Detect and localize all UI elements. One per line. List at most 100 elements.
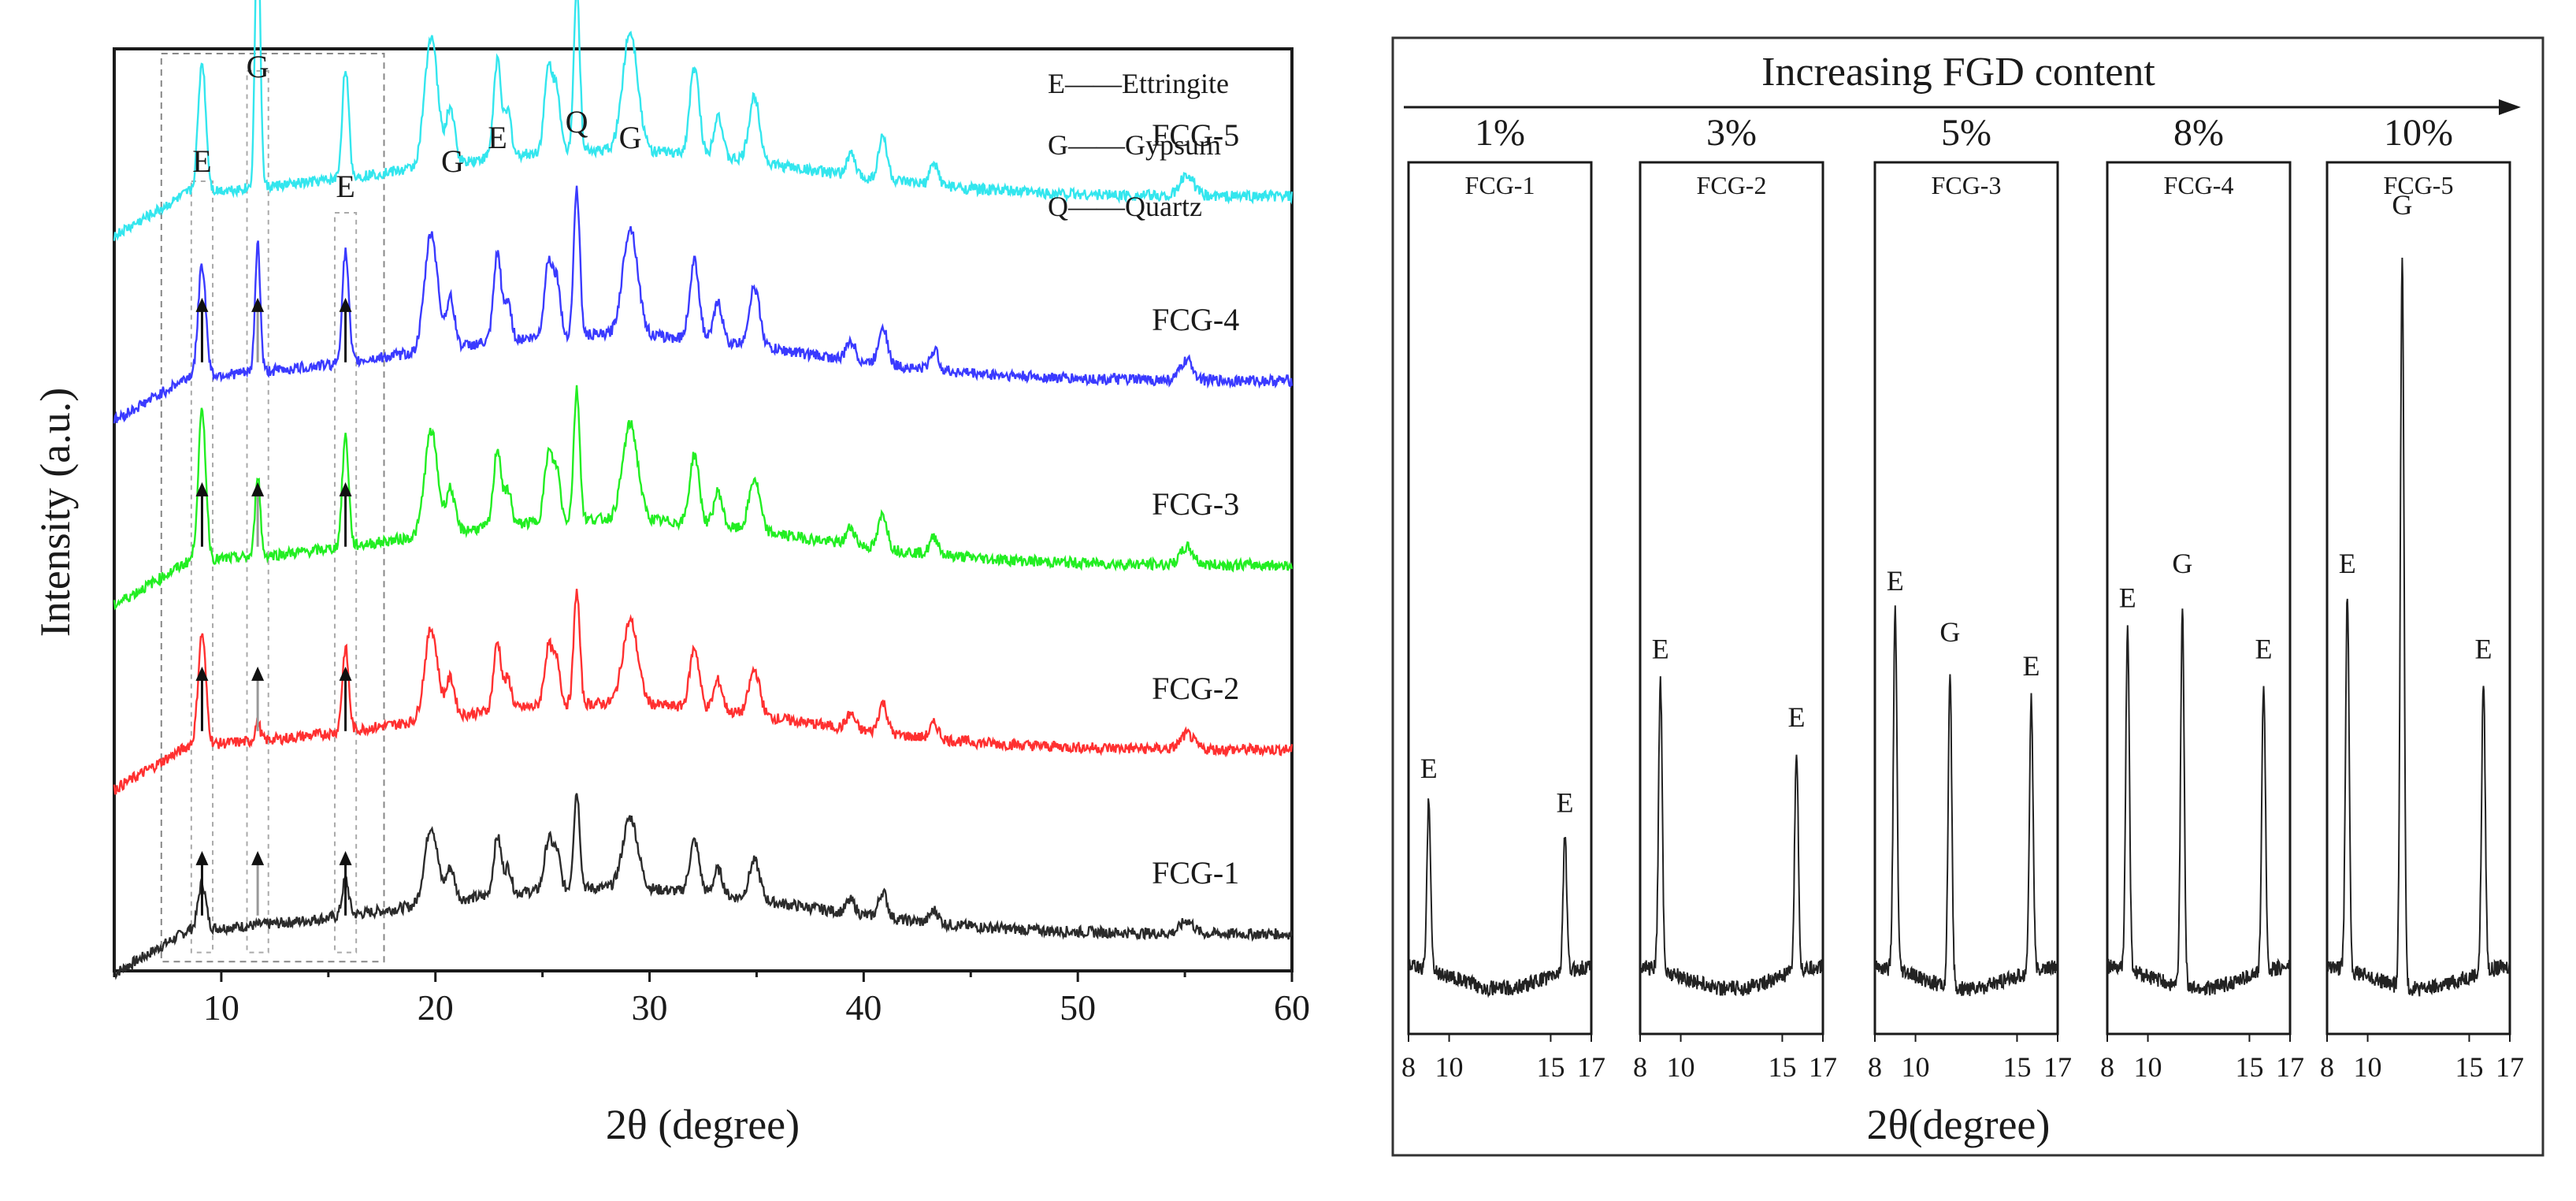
series-label-fcg-3: FCG-3	[1152, 486, 1239, 522]
panel-frame	[1407, 161, 1593, 1036]
series-label-fcg-5: FCG-5	[1152, 117, 1239, 153]
panel-fcg-1: 1% FCG-1 E E 8 10 15 17	[1401, 112, 1605, 1083]
panel-fcg-5: 10% FCG-5 E G E 8 10 15 17	[2320, 112, 2524, 1083]
panel-x-tick-label: 10	[1667, 1051, 1695, 1083]
panel-line	[2106, 608, 2291, 996]
arrow-head	[251, 482, 265, 496]
peak-label: E	[488, 120, 507, 155]
legend-entry: G——Gypsum	[1048, 129, 1221, 161]
panel-percent: 8%	[2173, 112, 2224, 154]
panel-x-tick-label: 15	[2455, 1051, 2483, 1083]
x-tick-label: 10	[203, 987, 239, 1028]
panel-line	[1874, 605, 2058, 996]
panel-x-tick-label: 8	[2100, 1051, 2114, 1083]
panel-x-tick-label: 17	[2276, 1051, 2304, 1083]
panel-peak-label: E	[2022, 650, 2040, 682]
series-group	[113, 0, 1294, 980]
arrow-head	[195, 666, 209, 681]
panel-frame	[2325, 161, 2511, 1036]
arrow-head	[339, 297, 352, 312]
panel-sample: FCG-2	[1697, 171, 1767, 199]
right-outer-frame	[1391, 36, 2544, 1157]
series-line-fcg-1	[113, 793, 1294, 980]
panel-line	[1408, 798, 1592, 998]
right-x-axis-label: 2θ(degree)	[1867, 1101, 2051, 1148]
panel-x-tick-label: 8	[1401, 1051, 1416, 1083]
panel-x-tick-label: 10	[1435, 1051, 1464, 1083]
panel-peak-label: E	[2255, 633, 2272, 664]
series-line-fcg-4	[113, 185, 1294, 424]
arrow-head	[251, 297, 265, 312]
panel-frame	[1639, 161, 1824, 1036]
highlight-box-gypsum	[246, 70, 269, 954]
series-label-fcg-1: FCG-1	[1152, 855, 1239, 891]
peak-label: Q	[566, 104, 588, 139]
panel-sample: FCG-1	[1465, 171, 1535, 199]
panel-frame	[2106, 161, 2292, 1036]
peak-label: G	[441, 143, 464, 179]
legend: E——Ettringite G——Gypsum Q——Quartz	[1048, 68, 1229, 222]
increase-arrow-head	[2499, 99, 2521, 115]
x-tick-label: 30	[632, 987, 668, 1028]
highlight-box-main	[160, 53, 385, 963]
arrow-head	[339, 482, 352, 496]
panel-x-tick-label: 15	[1768, 1051, 1796, 1083]
panel-x-tick-label: 10	[1902, 1051, 1930, 1083]
arrow-head	[339, 850, 352, 865]
legend-entry: E——Ettringite	[1048, 68, 1229, 99]
panel-peak-label: E	[1556, 787, 1573, 819]
series-line-fcg-5	[113, 0, 1294, 242]
peak-label: G	[247, 49, 269, 84]
arrow-head	[339, 666, 352, 681]
panel-peak-label: E	[1887, 565, 1904, 597]
panel-sample: FCG-4	[2164, 171, 2234, 199]
panel-line	[1639, 676, 1824, 996]
legend-entry: Q——Quartz	[1048, 191, 1202, 222]
arrow-head	[195, 850, 209, 865]
arrow-head	[251, 850, 265, 865]
panel-x-tick-label: 17	[1577, 1051, 1605, 1083]
panel-x-tick-label: 15	[1536, 1051, 1565, 1083]
panel-peak-label: E	[1420, 753, 1438, 784]
series-label-fcg-4: FCG-4	[1152, 302, 1239, 337]
panel-peak-label: E	[2474, 633, 2492, 664]
panel-percent: 5%	[1941, 112, 1991, 154]
highlight-box-ettringite-1	[190, 180, 214, 954]
panel-x-tick-label: 10	[2354, 1051, 2382, 1083]
x-tick-label: 60	[1274, 987, 1310, 1028]
panel-percent: 10%	[2384, 112, 2453, 154]
panel-x-tick-label: 17	[1809, 1051, 1837, 1083]
panel-peak-label: G	[1939, 616, 1960, 648]
series-line-fcg-2	[113, 589, 1294, 795]
peak-label: E	[336, 169, 354, 204]
panel-x-tick-label: 8	[2320, 1051, 2334, 1083]
left-plot-frame	[113, 47, 1294, 972]
panel-peak-label: E	[2339, 548, 2356, 579]
series-label-fcg-2: FCG-2	[1152, 671, 1239, 706]
panel-fcg-3: 5% FCG-3 E G E 8 10 15 17	[1868, 112, 2072, 1083]
y-axis-label: Intensity (a.u.)	[32, 388, 79, 637]
series-line-fcg-3	[113, 385, 1294, 611]
panel-sample: FCG-3	[1932, 171, 2002, 199]
panel-x-tick-label: 17	[2496, 1051, 2524, 1083]
right-chart-title: Increasing FGD content	[1761, 50, 2155, 95]
panel-peak-label: E	[1787, 701, 1805, 733]
panel-line	[2326, 257, 2511, 997]
panel-peak-label: E	[1652, 633, 1669, 664]
panel-peak-label: G	[2392, 189, 2412, 221]
arrow-head	[251, 666, 265, 681]
arrow-head	[195, 482, 209, 496]
panels-group: 1% FCG-1 E E 8 10 15 17 3% FCG-2 E E 8 10 15 17 5% FCG-3 E…	[1401, 112, 2524, 1083]
arrow-head	[195, 297, 209, 312]
highlight-boxes	[160, 53, 385, 963]
panel-x-tick-label: 10	[2134, 1051, 2162, 1083]
x-tick-label: 40	[845, 987, 882, 1028]
panel-x-tick-label: 15	[2235, 1051, 2263, 1083]
peak-label: G	[619, 120, 642, 155]
peak-label: E	[192, 143, 211, 179]
panel-sample: FCG-5	[2384, 171, 2454, 199]
panel-frame	[1873, 161, 2059, 1036]
